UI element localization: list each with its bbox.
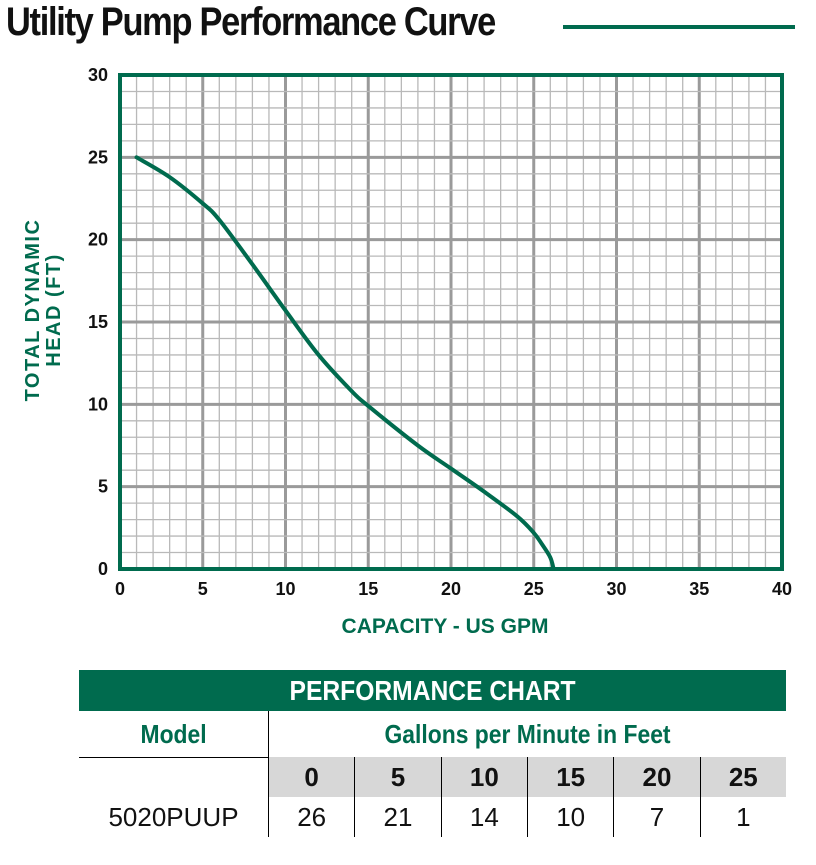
- page-title: Utility Pump Performance Curve: [6, 0, 496, 44]
- x-tick-label: 10: [275, 579, 295, 599]
- y-tick-label: 20: [88, 230, 108, 250]
- y-axis-label-line-2: HEAD (FT): [43, 253, 65, 367]
- y-tick-label: 10: [88, 394, 108, 414]
- x-tick-label: 15: [358, 579, 378, 599]
- performance-table: PERFORMANCE CHART Model Gallons per Minu…: [79, 670, 786, 837]
- table-row: 26 21 14 10 7 1: [269, 797, 786, 837]
- performance-curve-line: [134, 155, 556, 571]
- gpm-header-cell: 25: [699, 757, 786, 797]
- y-tick-label: 30: [88, 65, 108, 85]
- gpm-column-header: Gallons per Minute in Feet: [269, 711, 786, 757]
- x-tick-label: 35: [689, 579, 709, 599]
- gpm-value-headers: 0 5 10 15 20 25: [269, 757, 786, 797]
- gpm-header-cell: 10: [440, 757, 527, 797]
- gpm-header-cell: 15: [526, 757, 614, 797]
- column-divider: [268, 711, 269, 757]
- model-column-header-text: Model: [140, 719, 207, 749]
- head-value-cell: 7: [613, 797, 699, 837]
- y-tick-label: 15: [88, 312, 108, 332]
- x-tick-label: 0: [115, 579, 125, 599]
- head-value-cell: 26: [297, 802, 327, 832]
- x-tick-label: 40: [772, 579, 792, 599]
- gpm-header-cell: 5: [354, 757, 441, 797]
- y-tick-label: 5: [98, 477, 108, 497]
- performance-table-title: PERFORMANCE CHART: [289, 675, 576, 706]
- performance-table-header: PERFORMANCE CHART: [79, 670, 786, 711]
- y-axis-label-line-1: TOTAL DYNAMIC: [22, 218, 44, 402]
- title-rule: [563, 25, 795, 29]
- model-name-cell: 5020PUUP: [108, 802, 239, 832]
- head-value-cell: 21: [354, 797, 440, 837]
- y-tick-label: 0: [98, 559, 108, 579]
- y-tick-label: 25: [88, 147, 108, 167]
- performance-table-subheader: Model Gallons per Minute in Feet: [79, 711, 786, 758]
- x-tick-label: 30: [606, 579, 626, 599]
- head-value-cell: 14: [440, 797, 527, 837]
- gpm-header-cell: 0: [269, 757, 355, 797]
- model-column-header: Model: [79, 711, 268, 757]
- head-value-cell: 10: [526, 797, 613, 837]
- plot-frame: [118, 73, 784, 571]
- gpm-column-header-text: Gallons per Minute in Feet: [384, 719, 671, 749]
- head-value-cell: 1: [699, 797, 786, 837]
- x-axis-label: CAPACITY - US GPM: [341, 615, 549, 638]
- x-tick-label: 5: [198, 579, 208, 599]
- column-divider: [268, 757, 269, 837]
- performance-curve-chart: 0 5 10 15 20 25 30 35 40 0 5 10 15 20 25 30: [88, 65, 792, 599]
- x-tick-label: 20: [441, 579, 461, 599]
- gpm-header-cell: 20: [613, 757, 700, 797]
- x-tick-label: 25: [524, 579, 544, 599]
